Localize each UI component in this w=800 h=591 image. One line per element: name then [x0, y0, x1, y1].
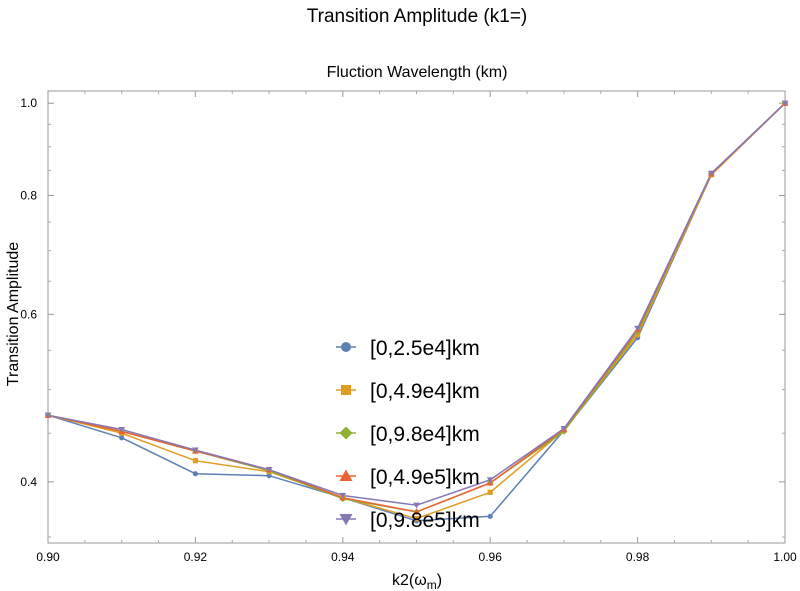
data-point	[486, 477, 494, 484]
data-point	[487, 513, 493, 519]
data-point	[192, 471, 198, 477]
legend-label: [0,4.9e5]km	[370, 466, 480, 489]
y-tick-label: 0.4	[20, 475, 37, 489]
legend-item: [0,9.8e4]km	[336, 423, 480, 446]
x-tick-label: 0.92	[184, 550, 208, 564]
legend-item: [0,4.9e5]km	[336, 466, 480, 489]
legend-marker	[341, 342, 351, 352]
legend-marker	[339, 469, 353, 481]
legend-item: [0,4.9e4]km	[336, 380, 480, 403]
y-tick-label: 0.6	[20, 307, 37, 321]
chart-title: Transition Amplitude (k1=)	[307, 6, 528, 27]
legend-label: [0,9.8e4]km	[370, 423, 480, 446]
data-point	[119, 435, 125, 441]
legend: [0,2.5e4]km [0,4.9e4]km [0,9.8e4]km [0,4.9e…	[336, 337, 480, 532]
data-point	[192, 447, 199, 454]
series-line-1	[47, 102, 786, 522]
legend-label: [0,2.5e4]km	[370, 337, 480, 360]
data-point	[781, 100, 789, 107]
y-tick-label: 1.0	[20, 96, 37, 110]
data-point	[266, 473, 272, 479]
data-point	[413, 502, 420, 509]
x-tick-label: 1.00	[773, 550, 797, 564]
x-axis-label-main: k2(ω	[392, 572, 427, 589]
series-line-3	[47, 102, 786, 513]
chart-subtitle: Fluction Wavelength (km)	[327, 64, 508, 81]
legend-item: [0,9.8e5]km	[336, 509, 480, 532]
x-tick-label: 0.94	[331, 550, 355, 564]
legend-marker	[341, 385, 351, 395]
data-point	[634, 325, 641, 332]
x-tick-label: 0.96	[479, 550, 503, 564]
data-point	[192, 458, 198, 464]
y-tick-label: 0.8	[20, 188, 37, 202]
legend-marker	[339, 514, 353, 526]
data-point	[707, 170, 715, 177]
data-point	[265, 467, 273, 474]
x-axis-label: k2(ωm)	[392, 572, 442, 591]
data-point	[487, 489, 493, 495]
series-line-4	[47, 102, 786, 513]
data-point	[413, 515, 420, 522]
x-axis-label-subscript: m	[427, 578, 437, 591]
legend-marker	[339, 426, 353, 440]
data-point	[118, 426, 126, 433]
series-lines	[47, 102, 786, 522]
data-point	[413, 508, 420, 515]
series-markers	[44, 99, 789, 524]
legend-label: [0,4.9e4]km	[370, 380, 480, 403]
x-tick-label: 0.98	[626, 550, 650, 564]
x-tick-label: 0.90	[36, 550, 60, 564]
data-point	[44, 412, 52, 419]
y-axis-label: Transition Amplitude	[5, 242, 22, 386]
data-point	[560, 426, 568, 433]
legend-item: [0,2.5e4]km	[336, 337, 480, 360]
x-axis-label-close: )	[437, 572, 442, 589]
data-point	[339, 492, 347, 499]
legend-label: [0,9.8e5]km	[370, 509, 480, 532]
axis-ticks: 0.90 0.92 0.94 0.96 0.98 1.00 0.4 0.6 0.8 1.0	[20, 91, 797, 564]
